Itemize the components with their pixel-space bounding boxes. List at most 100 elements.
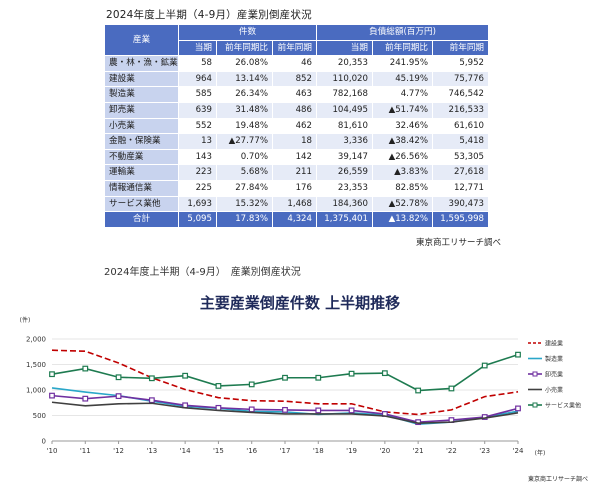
x-tick-label: '15 [213, 447, 224, 455]
x-tick-label: '21 [413, 447, 424, 455]
y-tick-label: 1,000 [26, 387, 46, 395]
debt-current: 20,353 [316, 55, 373, 72]
debt-prev: 5,418 [431, 133, 490, 150]
debt-current: 110,020 [316, 70, 373, 88]
data-point [148, 397, 155, 404]
data-point [515, 405, 521, 412]
legend-label: 小売業 [545, 386, 563, 394]
x-tick-label: '22 [446, 447, 457, 455]
x-tick-label: '14 [180, 447, 191, 455]
count-yoy: 27.84% [216, 179, 273, 197]
table-row: 不動産業 143 0.70% 142 39,147 ▲26.56% 53,305 [104, 148, 490, 166]
y-tick-label: 0 [42, 438, 46, 446]
x-tick-label: '16 [246, 447, 257, 455]
industry-table: 産業 件数 負債総額(百万円) 当期 前年同期比 前年同期 当期 前年同期比 前… [104, 23, 490, 228]
debt-prev: 746,542 [431, 86, 490, 103]
debt-prev: 216,533 [431, 101, 490, 119]
row-label: 金融・保険業 [104, 133, 179, 150]
count-yoy: 0.70% [216, 148, 273, 166]
total-count-prev: 4,324 [272, 211, 317, 228]
x-tick-label: '10 [47, 447, 58, 455]
subheader-yoy-debt: 前年同期比 [372, 39, 433, 57]
row-label: 製造業 [104, 86, 179, 103]
data-point [148, 375, 155, 382]
x-unit-label: (年) [535, 449, 546, 457]
data-point [248, 406, 255, 413]
count-yoy: 15.32% [216, 195, 273, 213]
debt-prev: 61,610 [431, 117, 490, 135]
total-debt-current: 1,375,401 [316, 211, 373, 228]
series-line [51, 401, 519, 424]
x-tick-label: '13 [146, 447, 157, 455]
chart-title: 主要産業倒産件数 上半期推移 [199, 294, 401, 312]
debt-current: 104,495 [316, 101, 373, 119]
y-tick-label: 2,000 [26, 336, 46, 344]
count-current: 143 [178, 148, 217, 166]
y-tick-label: 1,500 [26, 361, 46, 369]
table-row: 運輸業 223 5.68% 211 26,559 ▲3.83% 27,618 [104, 164, 490, 181]
x-tick-label: '18 [313, 447, 324, 455]
debt-yoy: ▲38.42% [372, 133, 433, 150]
x-tick-label: '20 [379, 447, 390, 455]
data-point [82, 395, 89, 402]
subheader-current-debt: 当期 [316, 39, 373, 57]
debt-current: 81,610 [316, 117, 373, 135]
row-label: 不動産業 [104, 148, 179, 166]
header-count: 件数 [178, 24, 317, 41]
y-unit-label: (件) [20, 316, 31, 324]
x-tick-label: '11 [80, 447, 91, 455]
total-debt-prev: 1,595,998 [431, 211, 490, 228]
table-row: 卸売業 639 31.48% 486 104,495 ▲51.74% 216,533 [104, 101, 490, 119]
count-prev: 18 [272, 133, 317, 150]
total-count-current: 5,095 [178, 211, 217, 228]
row-label: 卸売業 [104, 101, 179, 119]
debt-yoy: ▲3.83% [372, 164, 433, 181]
x-tick-label: '23 [479, 447, 490, 455]
count-prev: 46 [272, 55, 317, 72]
data-point [182, 372, 189, 379]
y-tick-label: 500 [33, 412, 46, 420]
debt-current: 26,559 [316, 164, 373, 181]
series-line [51, 387, 519, 425]
legend-label: 卸売業 [545, 370, 563, 378]
table-row: 金融・保険業 13 ▲27.77% 18 3,336 ▲38.42% 5,418 [104, 133, 490, 150]
total-debt-yoy: ▲13.82% [372, 211, 433, 228]
data-point [49, 392, 55, 399]
data-point [448, 385, 455, 392]
secondary-title: 2024年度上半期（4-9月） 産業別倒産状況 [104, 267, 301, 278]
debt-yoy: ▲51.74% [372, 101, 433, 119]
data-point [115, 393, 122, 400]
row-label: 運輸業 [104, 164, 179, 181]
count-prev: 463 [272, 86, 317, 103]
data-point [282, 406, 288, 413]
subheader-yoy-count: 前年同期比 [216, 39, 273, 57]
x-tick-label: '17 [280, 447, 291, 455]
x-tick-label: '19 [346, 447, 357, 455]
row-label: 建設業 [104, 70, 179, 88]
legend-label: 製造業 [545, 355, 563, 363]
legend-label: サービス業他 [545, 401, 581, 409]
count-current: 13 [178, 133, 217, 150]
data-point [215, 404, 222, 411]
data-point [315, 407, 322, 414]
data-point [49, 371, 55, 378]
legend-label: 建設業 [545, 339, 563, 347]
data-point [115, 374, 122, 381]
debt-prev: 27,618 [431, 164, 490, 181]
legend-marker [532, 402, 538, 408]
table-row: 小売業 552 19.48% 462 81,610 32.46% 61,610 [104, 117, 490, 135]
data-point [248, 381, 255, 388]
count-yoy: ▲27.77% [216, 133, 273, 150]
data-point [282, 374, 288, 381]
table-source: 東京商工リサーチ調べ [416, 238, 502, 248]
table-total-row: 合計 5,095 17.83% 4,324 1,375,401 ▲13.82% 1,595,… [104, 211, 490, 228]
series-line [51, 353, 519, 392]
data-point [348, 370, 355, 377]
debt-prev: 390,473 [431, 195, 490, 213]
subheader-prev-count: 前年同期 [272, 39, 317, 57]
header-debt: 負債総額(百万円) [315, 24, 490, 41]
count-yoy: 13.14% [216, 70, 273, 88]
x-tick-label: '24 [513, 447, 524, 455]
data-point [415, 387, 422, 394]
total-label: 合計 [104, 211, 179, 228]
